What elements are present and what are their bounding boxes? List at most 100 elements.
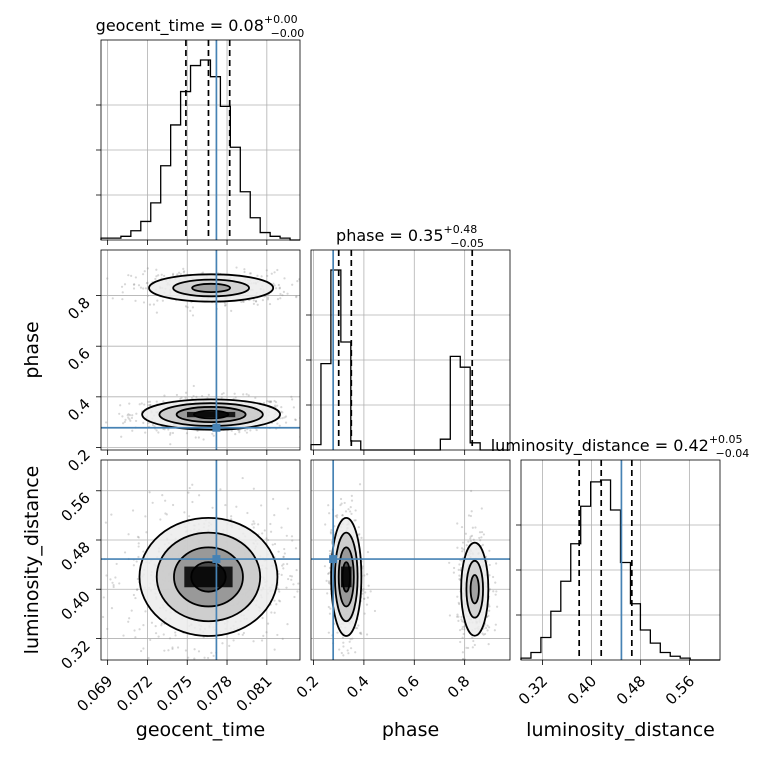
sample-point xyxy=(260,504,263,507)
panel-title-geocent_time: geocent_time = 0.08+0.00 −0.00 xyxy=(96,13,305,40)
sample-point xyxy=(327,581,331,584)
sample-point xyxy=(202,636,205,639)
sample-point xyxy=(132,593,135,597)
sample-point xyxy=(242,631,246,635)
contour-line xyxy=(138,516,279,637)
sample-point xyxy=(460,547,464,550)
sample-point xyxy=(358,533,361,536)
sample-point xyxy=(211,506,214,509)
sample-point xyxy=(183,511,186,514)
sample-point xyxy=(157,675,159,677)
x-axis-label-luminosity-distance: luminosity_distance xyxy=(526,719,715,741)
sample-point xyxy=(328,612,332,615)
sample-point xyxy=(112,584,115,587)
sample-point xyxy=(191,500,194,504)
contour-line xyxy=(330,516,363,637)
sample-point xyxy=(151,501,154,504)
sample-point xyxy=(128,402,131,405)
sample-point xyxy=(143,270,146,273)
sample-point xyxy=(328,455,330,457)
sample-point xyxy=(470,489,473,493)
sample-point xyxy=(482,633,485,636)
sample-point xyxy=(461,541,465,544)
density-peak xyxy=(340,566,352,588)
sample-point xyxy=(338,648,341,651)
sample-point xyxy=(234,396,237,399)
sample-point xyxy=(207,393,210,396)
sample-point xyxy=(334,514,337,518)
x-tick-label: 0.081 xyxy=(233,672,276,715)
sample-point xyxy=(273,611,276,614)
sample-point xyxy=(492,590,495,593)
sample-point xyxy=(283,277,286,280)
sample-point xyxy=(111,581,114,584)
y-tick-label: 0.40 xyxy=(57,587,93,623)
sample-point xyxy=(61,285,63,287)
sample-point xyxy=(286,292,289,295)
sample-point xyxy=(268,400,271,403)
sample-point xyxy=(246,511,249,515)
x-tick-label: 0.075 xyxy=(153,672,196,715)
sample-point xyxy=(462,657,465,660)
sample-point xyxy=(344,510,348,513)
sample-point xyxy=(197,436,200,439)
sample-point xyxy=(482,533,486,536)
sample-point xyxy=(458,578,461,581)
sample-point xyxy=(470,534,474,537)
sample-point xyxy=(154,277,157,281)
sample-point xyxy=(141,273,145,276)
sample-point xyxy=(201,395,204,398)
sample-point xyxy=(270,611,273,614)
sample-point xyxy=(163,274,166,278)
sample-point xyxy=(472,639,475,643)
sample-point xyxy=(238,431,241,434)
sample-point xyxy=(373,609,377,613)
sample-point xyxy=(286,507,290,510)
sample-point xyxy=(155,400,158,403)
title-median: 0.08 xyxy=(228,16,264,35)
sample-point xyxy=(472,538,475,541)
sample-point xyxy=(283,547,286,551)
sample-point xyxy=(251,523,254,526)
sample-point xyxy=(329,530,332,534)
sample-point xyxy=(292,583,295,586)
sample-point xyxy=(269,401,272,404)
sample-point xyxy=(134,636,137,639)
sample-point xyxy=(180,396,183,399)
sample-point xyxy=(283,552,286,555)
sample-point xyxy=(265,631,268,634)
sample-point xyxy=(494,623,497,626)
sample-point xyxy=(347,508,350,511)
sample-point xyxy=(169,443,172,446)
sample-point xyxy=(121,291,124,294)
sample-point xyxy=(488,549,491,552)
sample-point xyxy=(155,275,158,278)
sample-point xyxy=(364,591,367,594)
sample-point xyxy=(160,624,163,627)
histogram-luminosity_distance xyxy=(520,479,720,661)
sample-point xyxy=(278,590,281,593)
sample-point xyxy=(238,429,241,432)
sample-point xyxy=(362,597,366,600)
x-tick-label: 0.8 xyxy=(444,672,474,702)
sample-point xyxy=(273,271,276,274)
sample-point xyxy=(123,283,127,286)
panel-2-1-frame xyxy=(310,459,511,661)
sample-point xyxy=(349,505,352,509)
sample-point xyxy=(340,502,343,505)
sample-point xyxy=(350,494,353,497)
sample-point xyxy=(152,303,155,306)
sample-point xyxy=(165,513,168,516)
sample-point xyxy=(127,416,130,419)
sample-point xyxy=(360,632,363,636)
sample-point xyxy=(127,533,130,536)
sample-point xyxy=(277,550,280,553)
sample-point xyxy=(142,550,145,553)
sample-point xyxy=(315,601,317,603)
sample-point xyxy=(452,566,456,570)
sample-point xyxy=(281,411,284,414)
panel-1-0-frame xyxy=(100,249,301,451)
sample-point xyxy=(325,590,327,592)
sample-point xyxy=(76,627,78,629)
